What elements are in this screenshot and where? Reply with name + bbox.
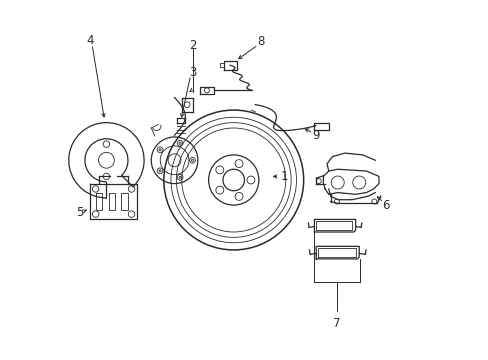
Text: 1: 1 bbox=[280, 170, 287, 183]
Text: 4: 4 bbox=[86, 33, 94, 47]
Text: 8: 8 bbox=[256, 35, 264, 49]
Text: 7: 7 bbox=[333, 317, 340, 330]
Text: 6: 6 bbox=[382, 199, 389, 212]
Text: 5: 5 bbox=[76, 206, 83, 219]
Text: 2: 2 bbox=[188, 39, 196, 52]
Text: 9: 9 bbox=[312, 129, 319, 142]
Text: 3: 3 bbox=[188, 66, 196, 79]
